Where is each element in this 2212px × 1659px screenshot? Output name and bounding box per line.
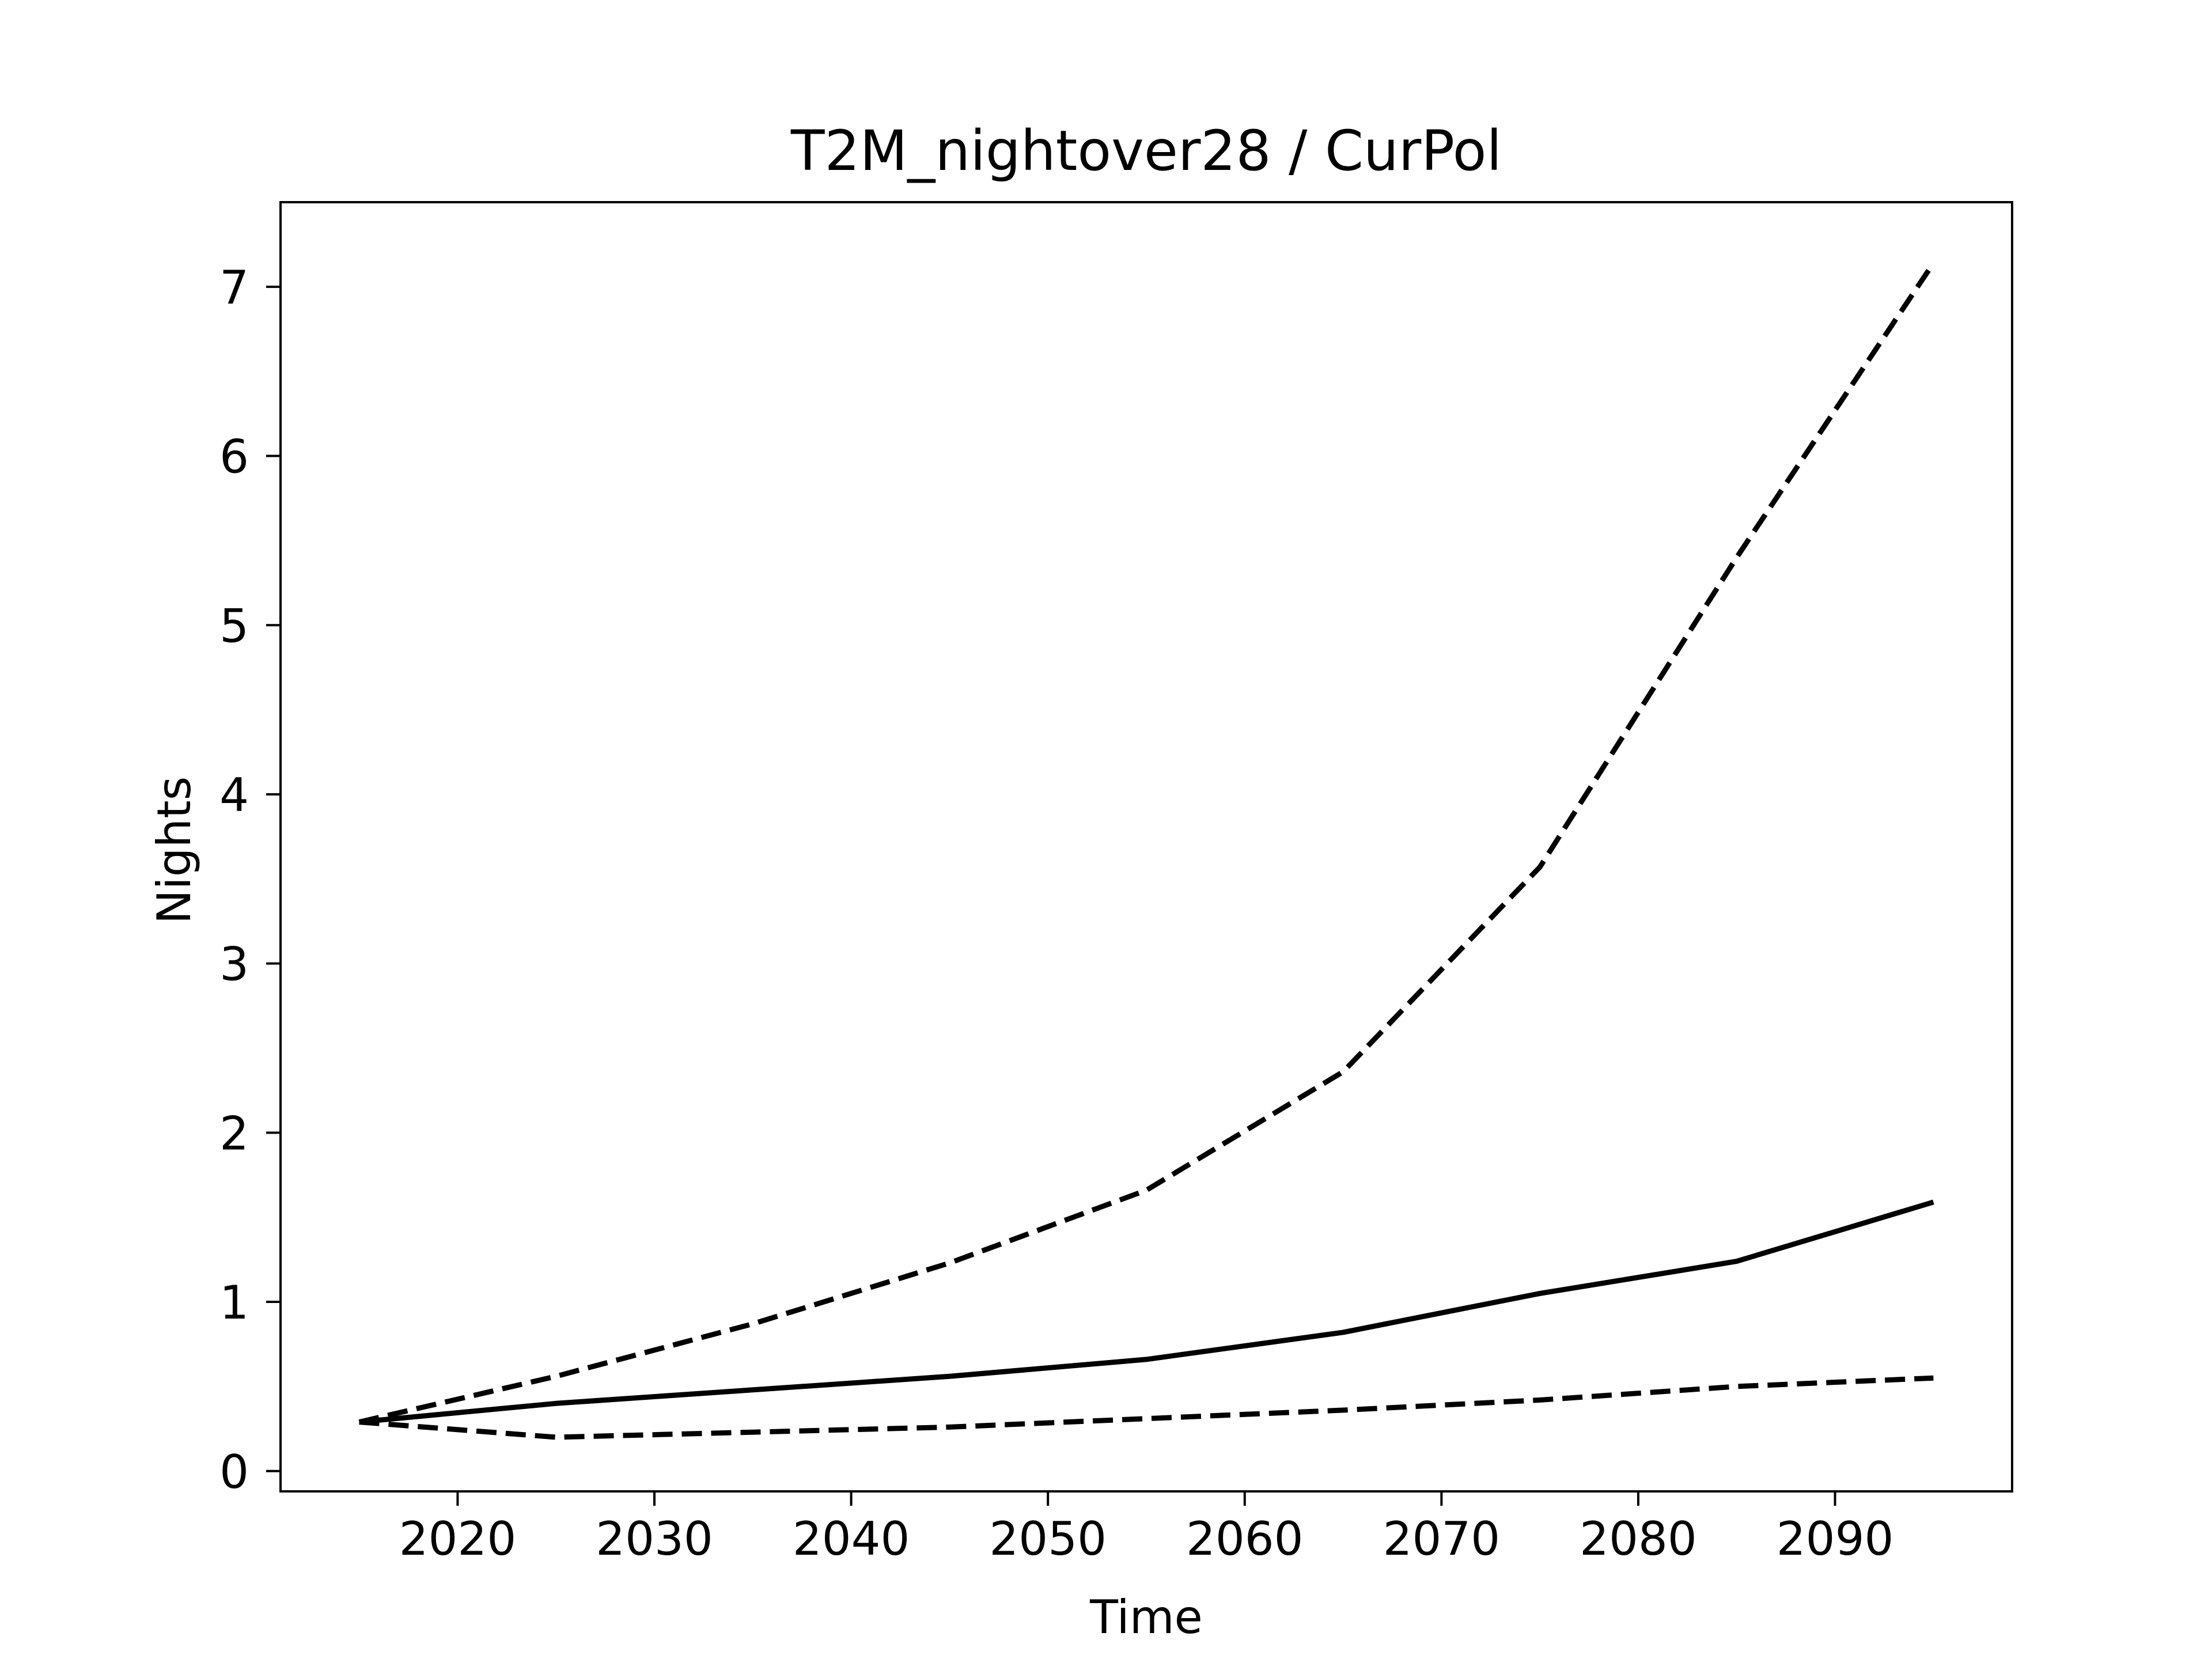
x-tick-label: 2080 — [1580, 1512, 1697, 1566]
x-tick-label: 2040 — [793, 1512, 910, 1566]
y-tick-label: 1 — [219, 1276, 249, 1330]
y-tick-label: 6 — [219, 430, 249, 484]
y-tick-label: 0 — [219, 1445, 249, 1499]
chart-title: T2M_nightover28 / CurPol — [790, 119, 1502, 183]
plot-area-frame — [279, 201, 2013, 1493]
x-tick-label: 2030 — [596, 1512, 713, 1566]
series-line-3-dashed — [359, 1375, 1934, 1440]
x-tick-label: 2090 — [1777, 1512, 1894, 1566]
x-axis-label: Time — [1089, 1590, 1203, 1644]
series-line-1-dashed — [358, 262, 1936, 1425]
y-tick-label: 3 — [219, 938, 249, 991]
x-tick-label: 2050 — [989, 1512, 1107, 1566]
y-tick-label: 7 — [219, 261, 249, 315]
series-layer — [358, 262, 1936, 1440]
y-tick-label: 4 — [219, 768, 249, 822]
y-tick-label: 2 — [219, 1107, 249, 1160]
axis-layer: 2020 2030 2040 2050 2060 2070 2080 2090 0 1 2 3 4 5 6 7 — [219, 261, 1893, 1566]
y-axis-label: Nights — [147, 777, 201, 925]
x-tick-label: 2020 — [399, 1512, 517, 1566]
series-line-2-solid — [359, 1199, 1934, 1425]
y-tick-label: 5 — [219, 599, 249, 653]
x-tick-label: 2060 — [1186, 1512, 1304, 1566]
x-tick-label: 2070 — [1383, 1512, 1501, 1566]
